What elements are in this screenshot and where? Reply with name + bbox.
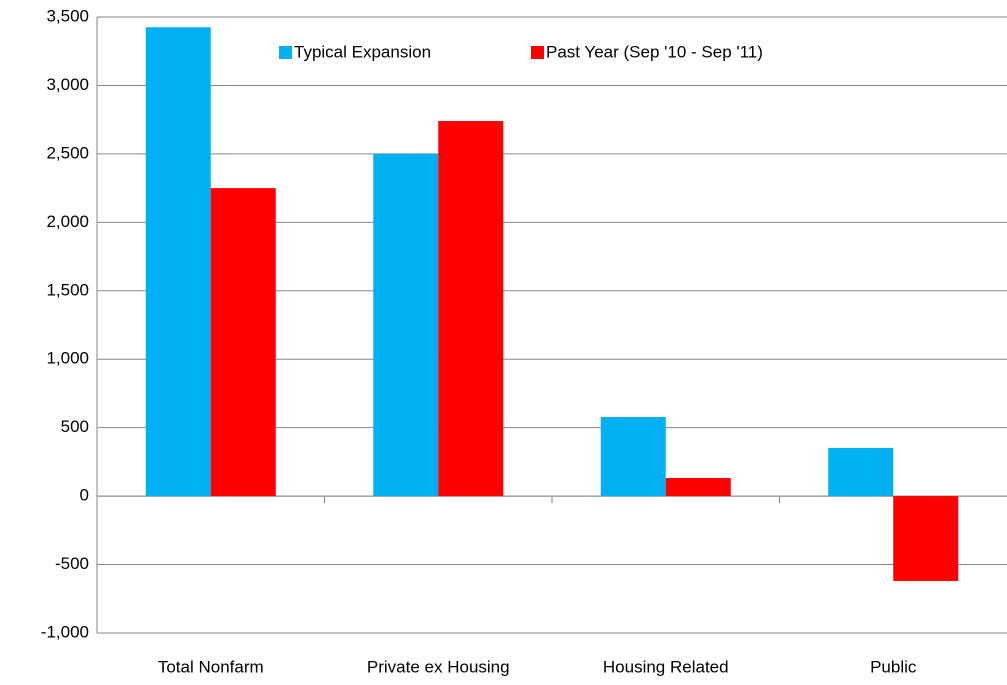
y-tick-label: 2,500 (46, 143, 89, 162)
bar (210, 188, 276, 497)
y-tick-label: 2,000 (46, 212, 89, 231)
legend-swatch (279, 46, 292, 59)
legend-label: Past Year (Sep '10 - Sep '11) (546, 42, 763, 61)
bar (600, 416, 666, 497)
x-tick-label: Private ex Housing (367, 657, 510, 676)
bar (665, 478, 731, 497)
y-tick-label: 1,000 (46, 349, 89, 368)
y-tick-label: -1,000 (41, 622, 89, 641)
y-tick-label: 3,000 (46, 75, 89, 94)
bar (145, 27, 211, 497)
y-tick-label: -500 (55, 554, 89, 573)
bar (828, 447, 894, 497)
bar (438, 121, 504, 497)
bar (893, 496, 959, 581)
y-tick-label: 0 (80, 486, 89, 505)
x-tick-label: Public (870, 657, 917, 676)
y-tick-label: 1,500 (46, 280, 89, 299)
x-tick-label: Total Nonfarm (158, 657, 264, 676)
y-tick-label: 3,500 (46, 6, 89, 25)
legend-swatch (531, 46, 544, 59)
legend-label: Typical Expansion (294, 42, 431, 61)
x-tick-label: Housing Related (603, 657, 729, 676)
bar (373, 153, 439, 497)
y-tick-label: 500 (61, 417, 89, 436)
